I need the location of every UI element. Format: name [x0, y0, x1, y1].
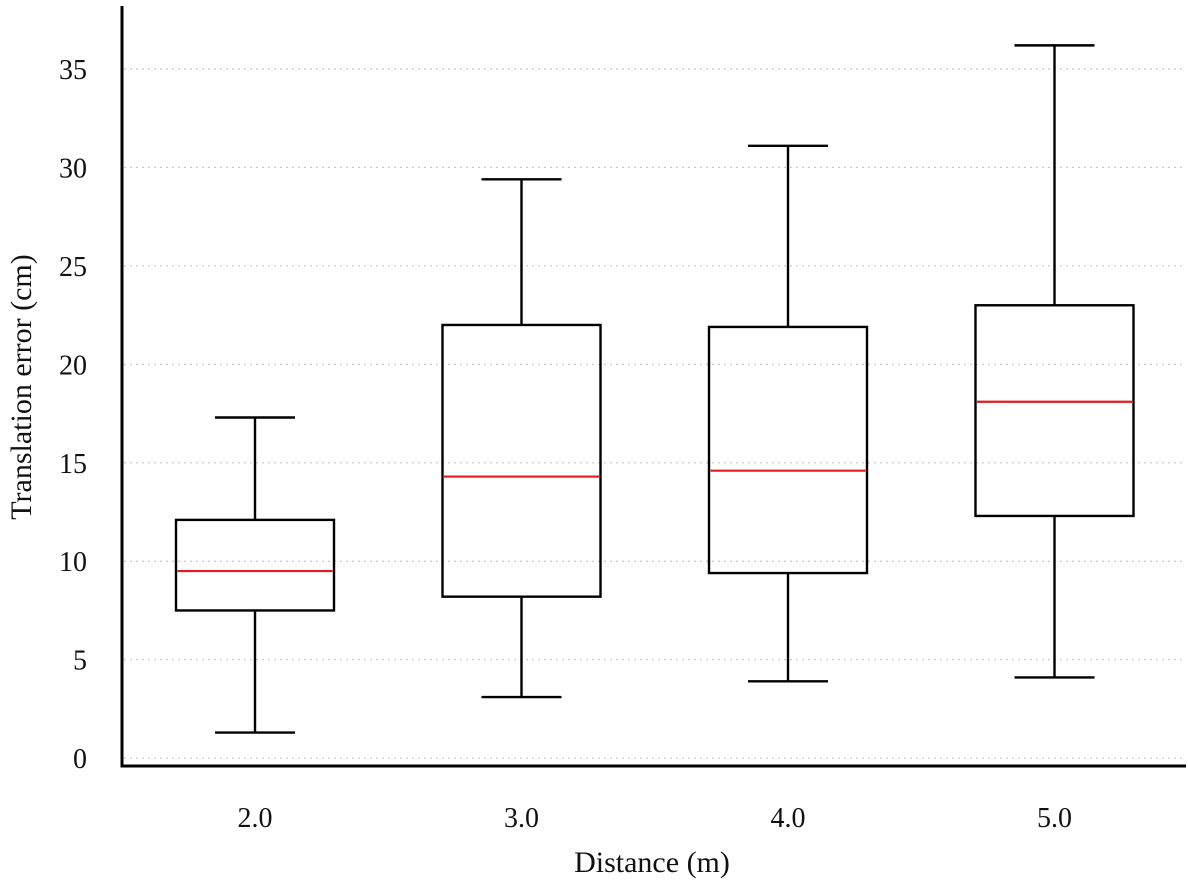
- x-tick-label: 2.0: [238, 803, 273, 834]
- y-tick-label: 10: [59, 547, 87, 578]
- box-iqr: [707, 325, 869, 575]
- x-axis-title: Distance (m): [574, 846, 730, 879]
- grid-lines: [124, 68, 1186, 759]
- x-tick-label: 3.0: [504, 803, 539, 834]
- x-tick-labels: 2.0 3.0 4.0 5.0: [238, 803, 1073, 834]
- y-axis-title: Translation error (cm): [5, 254, 38, 520]
- y-tick-labels: 0 5 10 15 20 25 30 35: [59, 55, 87, 775]
- y-tick-label: 25: [59, 252, 87, 283]
- box-iqr: [441, 323, 602, 598]
- box-iqr: [174, 518, 336, 612]
- y-tick-label: 20: [59, 350, 87, 381]
- y-tick-label: 5: [73, 646, 87, 677]
- y-tick-label: 0: [73, 744, 87, 775]
- box-iqr: [974, 304, 1135, 518]
- x-tick-label: 5.0: [1037, 803, 1072, 834]
- axes: [120, 6, 1186, 768]
- box-3.0: [441, 178, 602, 699]
- y-tick-label: 15: [59, 449, 87, 480]
- box-2.0: [174, 416, 336, 734]
- x-tick-label: 4.0: [771, 803, 806, 834]
- box-5.0: [974, 44, 1135, 679]
- box-series: [174, 44, 1135, 734]
- box-4.0: [707, 144, 869, 683]
- y-tick-label: 30: [59, 153, 87, 184]
- y-tick-label: 35: [59, 55, 87, 86]
